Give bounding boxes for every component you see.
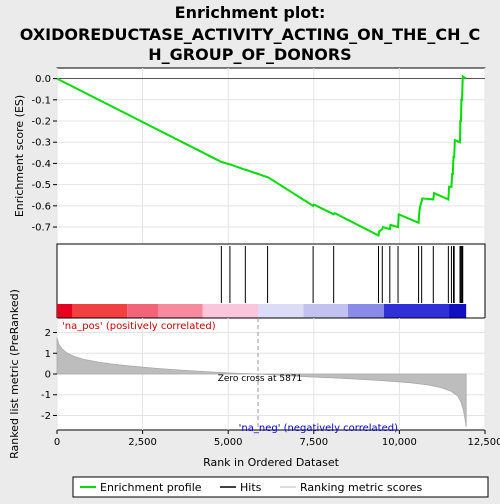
colorbar-segment [57, 304, 72, 318]
legend-hits-label: Hits [240, 481, 262, 494]
legend-enrichment-label: Enrichment profile [100, 481, 202, 494]
chart-title-line-1: Enrichment plot: [175, 3, 326, 22]
colorbar-segment [203, 304, 259, 318]
es-y-axis-label: Enrichment score (ES) [13, 95, 26, 217]
x-axis-label: Rank in Ordered Dataset [203, 456, 340, 469]
colorbar-segment [72, 304, 127, 318]
colorbar-segment [127, 304, 158, 318]
colorbar-segment [348, 304, 384, 318]
colorbar-segment [258, 304, 304, 318]
colorbar-segment [449, 304, 466, 318]
es-y-tick-label: -0.5 [31, 180, 51, 191]
rank-x-tick-label: 2,500 [128, 437, 157, 448]
rank-x-tick-label: 10,000 [382, 437, 417, 448]
es-y-tick-label: -0.1 [31, 95, 51, 106]
chart-title-line-3: H_GROUP_OF_DONORS [148, 45, 351, 64]
metric-y-ticks: 2 1 0 -1 -2 [41, 328, 57, 422]
es-y-tick-label: -0.4 [31, 159, 51, 170]
es-y-tick-label: -0.2 [31, 117, 51, 128]
es-y-tick-label: -0.7 [31, 223, 51, 234]
legend-metric-label: Ranking metric scores [300, 481, 422, 494]
metric-y-tick-label: 2 [45, 328, 51, 339]
metric-y-tick-label: 1 [45, 349, 51, 360]
neg-correlated-label: 'na_neg' (negatively correlated) [239, 423, 398, 434]
es-y-tick-label: -0.6 [31, 201, 51, 212]
zero-cross-label: Zero cross at 5871 [218, 374, 303, 384]
rank-x-tick-label: 0 [54, 437, 60, 448]
es-y-ticks: 0.0 -0.1 -0.2 -0.3 -0.4 -0.5 -0.6 -0.7 [31, 74, 57, 233]
ranking-colorbar [57, 304, 466, 318]
colorbar-segment [304, 304, 349, 318]
rank-x-tick-label: 7,500 [299, 437, 328, 448]
metric-y-tick-label: -1 [41, 390, 51, 401]
metric-y-tick-label: 0 [45, 370, 51, 381]
pos-correlated-label: 'na_pos' (positively correlated) [62, 321, 216, 332]
es-y-tick-label: 0.0 [35, 74, 51, 85]
es-panel-frame [57, 68, 485, 244]
rank-x-tick-label: 5,000 [214, 437, 243, 448]
colorbar-segment [384, 304, 449, 318]
rank-x-tick-label: 12,500 [468, 437, 500, 448]
es-y-tick-label: -0.3 [31, 138, 51, 149]
chart-title-line-2: OXIDOREDUCTASE_ACTIVITY_ACTING_ON_THE_CH… [20, 25, 480, 44]
colorbar-segment [158, 304, 203, 318]
metric-y-tick-label: -2 [41, 411, 51, 422]
metric-y-axis-label: Ranked list metric (PreRanked) [8, 289, 21, 459]
